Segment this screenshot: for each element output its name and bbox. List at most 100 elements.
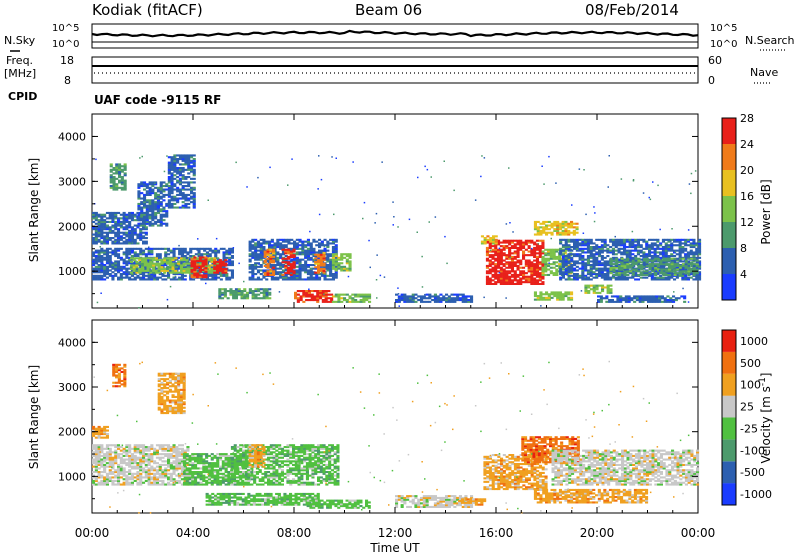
heatmap-cell [642, 248, 645, 250]
heatmap-cell [113, 181, 116, 183]
heatmap-cell [579, 248, 582, 250]
heatmap-cell [568, 271, 571, 273]
heatmap-cell [671, 260, 674, 262]
heatmap-cell [329, 260, 332, 262]
heatmap-cell [674, 260, 677, 262]
heatmap-cell [131, 278, 134, 280]
heatmap-cell [631, 253, 634, 255]
heatmap-cell [162, 190, 165, 192]
heatmap-cell [222, 261, 225, 263]
heatmap-cell [565, 268, 568, 270]
heatmap-cell [445, 299, 448, 301]
heatmap-cell [162, 223, 165, 225]
heatmap-cell [639, 297, 642, 299]
heatmap-cell [519, 270, 522, 272]
heatmap-cell [123, 473, 126, 475]
heatmap-cell [158, 263, 161, 265]
heatmap-cell [282, 239, 285, 241]
heatmap-cell [335, 262, 338, 264]
heatmap-cell [562, 293, 565, 295]
heatmap-cell [681, 277, 684, 279]
heatmap-cell [519, 263, 522, 265]
heatmap-cell [637, 241, 640, 243]
heatmap-cell [667, 241, 670, 243]
heatmap-cell [115, 172, 118, 174]
heatmap-cell [281, 258, 284, 260]
heatmap-cell [539, 240, 542, 242]
heatmap-cell [548, 225, 551, 227]
heatmap-cell [556, 221, 559, 223]
heatmap-cell [139, 239, 142, 241]
heatmap-cell [191, 265, 194, 267]
heatmap-cell [632, 260, 635, 262]
heatmap-cell [511, 240, 514, 242]
heatmap-cell [199, 271, 202, 273]
heatmap-cell [145, 234, 148, 236]
heatmap-cell [668, 269, 671, 271]
heatmap-cell [274, 242, 277, 244]
heatmap-speckle [548, 262, 550, 264]
heatmap-cell [539, 279, 542, 281]
heatmap-cell [143, 183, 146, 185]
heatmap-cell [609, 277, 612, 279]
heatmap-cell [279, 255, 282, 257]
heatmap-cell [556, 295, 559, 297]
heatmap-cell [678, 297, 681, 299]
heatmap-cell [664, 297, 667, 299]
heatmap-cell [187, 176, 190, 178]
heatmap-cell [606, 251, 609, 253]
heatmap-cell [279, 268, 282, 270]
heatmap-cell [279, 277, 282, 279]
heatmap-cell [249, 288, 252, 290]
heatmap-cell [235, 288, 238, 290]
heatmap-cell [564, 293, 567, 295]
heatmap-cell [106, 266, 109, 268]
heatmap-cell [568, 241, 571, 243]
heatmap-cell [559, 297, 562, 299]
heatmap-cell [114, 234, 117, 236]
heatmap-cell [329, 275, 332, 277]
heatmap-cell [100, 275, 103, 277]
heatmap-cell [173, 251, 176, 253]
heatmap-cell [522, 252, 525, 254]
heatmap-cell [100, 446, 103, 448]
heatmap-speckle [446, 263, 448, 265]
heatmap-cell [252, 294, 255, 296]
heatmap-cell [653, 301, 656, 303]
heatmap-cell [685, 260, 688, 262]
heatmap-cell [417, 299, 420, 301]
heatmap-cell [131, 230, 134, 232]
heatmap-cell [658, 301, 661, 303]
heatmap-cell [564, 234, 567, 236]
heatmap-cell [318, 246, 321, 248]
heatmap-cell [262, 242, 265, 244]
heatmap-cell [319, 295, 322, 297]
heatmap-cell [598, 248, 601, 250]
heatmap-cell [662, 250, 665, 252]
heatmap-cell [322, 301, 325, 303]
heatmap-cell [151, 189, 154, 191]
heatmap-cell [131, 248, 134, 250]
heatmap-cell [310, 244, 313, 246]
heatmap-speckle [548, 156, 550, 158]
heatmap-cell [123, 484, 126, 486]
heatmap-cell [533, 243, 536, 245]
heatmap-cell [634, 278, 637, 280]
heatmap-cell [100, 482, 103, 484]
heatmap-cell [318, 251, 321, 253]
heatmap-cell [214, 277, 217, 279]
heatmap-cell [143, 217, 146, 219]
heatmap-cell [145, 237, 148, 239]
heatmap-cell [579, 244, 582, 246]
heatmap-cell [517, 243, 520, 245]
heatmap-cell [124, 185, 127, 187]
heatmap-cell [321, 241, 324, 243]
heatmap-cell [279, 253, 282, 255]
heatmap-cell [640, 251, 643, 253]
heatmap-cell [698, 244, 701, 246]
heatmap-cell [269, 261, 272, 263]
heatmap-cell [541, 276, 544, 278]
heatmap-cell [209, 255, 212, 257]
heatmap-cell [272, 260, 275, 262]
heatmap-cell [184, 207, 187, 209]
